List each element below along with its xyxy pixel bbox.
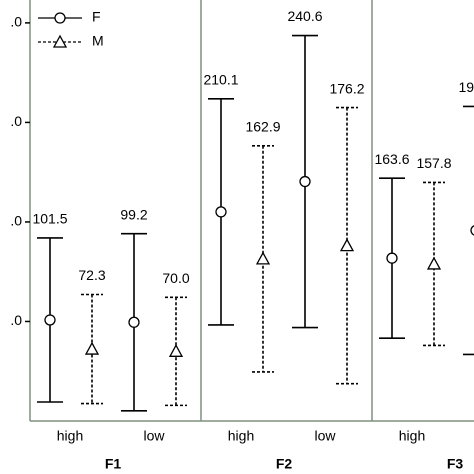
marker (470, 225, 474, 236)
x-tick-label: high (399, 428, 425, 444)
marker (128, 316, 140, 328)
value-label: 162.9 (245, 119, 280, 135)
marker (84, 341, 100, 355)
value-label: 176.2 (329, 80, 364, 96)
value-label: 157.8 (416, 155, 451, 171)
y-tick-label: .0 (10, 14, 22, 30)
x-tick-label: low (314, 428, 336, 444)
marker (215, 206, 227, 218)
value-label: 163.6 (374, 151, 409, 167)
value-label: 70.0 (162, 270, 189, 286)
marker (426, 256, 442, 270)
value-label: 99.2 (120, 206, 147, 222)
marker (299, 175, 311, 188)
x-tick-label: high (57, 428, 83, 444)
marker (54, 12, 66, 24)
marker (168, 343, 184, 357)
x-tick-label: high (228, 428, 254, 444)
legend-label: M (92, 33, 104, 49)
marker (44, 314, 56, 326)
marker (339, 238, 355, 252)
value-label: 240.6 (287, 8, 322, 24)
value-label: 210.1 (203, 72, 238, 88)
value-label: 191.5 (458, 79, 474, 95)
legend-label: F (92, 9, 101, 25)
x-tick-label: low (143, 428, 165, 444)
marker (52, 34, 68, 48)
y-tick-label: .0 (10, 312, 22, 328)
value-label: 101.5 (32, 211, 67, 227)
y-tick-label: .0 (10, 113, 22, 129)
panel-label: F2 (276, 456, 293, 472)
value-label: 72.3 (78, 267, 105, 283)
marker (386, 252, 398, 264)
panel-label: F1 (105, 456, 122, 472)
panel-label: F3 (447, 456, 464, 472)
y-tick-label: .0 (10, 213, 22, 229)
marker (255, 251, 271, 265)
